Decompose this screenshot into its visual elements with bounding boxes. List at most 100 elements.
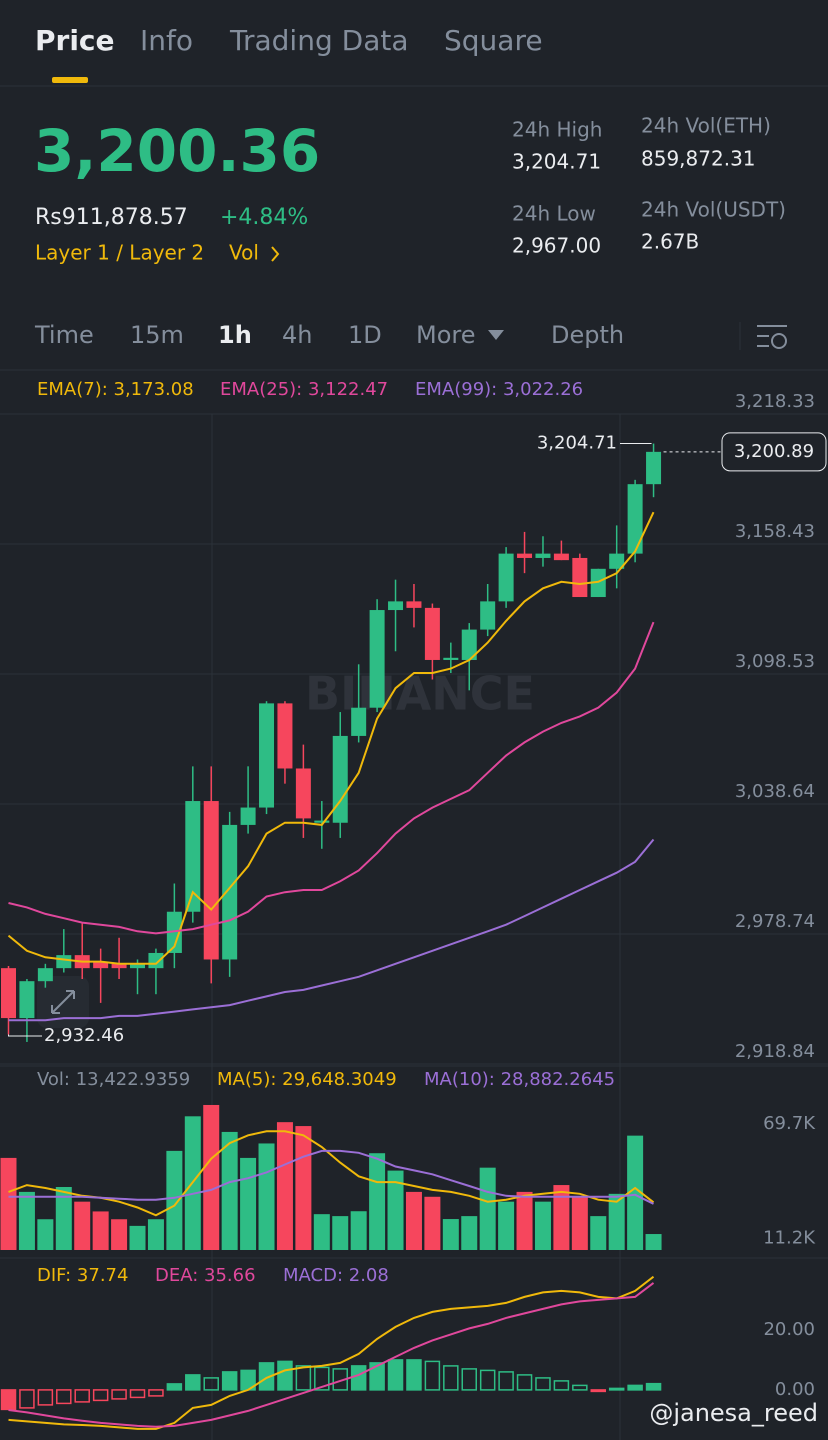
change: +4.84% (220, 205, 308, 230)
volume-bar (74, 1201, 91, 1250)
macd-bar (479, 1369, 496, 1391)
macd-bar (295, 1365, 312, 1391)
macd-bar (406, 1359, 422, 1391)
macd-bar (221, 1371, 238, 1391)
chevron (271, 246, 280, 262)
tab[interactable]: Info (140, 24, 193, 57)
stat-value: 2,967.00 (512, 234, 601, 258)
candle-body (93, 961, 109, 969)
macd-line (8, 1282, 655, 1428)
candle-body (130, 963, 146, 969)
volume-bar (0, 1157, 17, 1250)
ma-line (8, 1130, 655, 1217)
tag[interactable]: Layer 1 / Layer 2 (35, 241, 204, 265)
macd-bar (37, 1389, 54, 1406)
interval[interactable]: Time (34, 321, 94, 349)
last-price-label: 3,200.89 (734, 441, 814, 462)
y-tick-label: 3,218.33 (735, 391, 815, 412)
legend-entry: DEA: 35.66 (155, 1265, 256, 1286)
watermark: BINANCE (305, 667, 535, 721)
candle-body (314, 820, 330, 823)
candle-body (535, 553, 551, 558)
volume-bar (166, 1150, 183, 1250)
stat-label: 24h Vol(USDT) (641, 198, 786, 222)
interval[interactable]: 1h (218, 321, 252, 349)
volume-bar (534, 1201, 551, 1250)
candle-body (461, 629, 477, 660)
macd-bar (74, 1389, 90, 1403)
stat-value: 2.67B (641, 230, 699, 254)
tab[interactable]: Trading Data (229, 24, 409, 57)
volume-bar (405, 1191, 422, 1250)
volume-bar (92, 1211, 109, 1250)
volume-bar (221, 1131, 238, 1250)
settings-icon[interactable] (757, 325, 787, 349)
macd-bar (516, 1374, 533, 1391)
legend-entry: Vol: 13,422.9359 (37, 1069, 190, 1090)
macd-bar (387, 1359, 404, 1391)
tag[interactable]: Vol (229, 241, 259, 265)
tab[interactable]: Square (444, 24, 543, 57)
expand-icon (51, 990, 75, 1014)
macd-line (8, 1275, 655, 1430)
candle-body (1, 968, 16, 1019)
fiat-price: Rs911,878.57 (35, 205, 188, 230)
volume-bar (18, 1191, 35, 1250)
volume-bar (479, 1167, 496, 1250)
volume-bar (350, 1211, 367, 1250)
macd-bar (590, 1389, 607, 1393)
interval[interactable]: 15m (130, 321, 184, 349)
tab[interactable]: Price (35, 24, 115, 57)
macd-bar (350, 1365, 367, 1391)
macd-bar (0, 1389, 17, 1411)
y-tick-label: 3,038.64 (735, 781, 815, 802)
candle-body (259, 703, 275, 808)
macd-bar (92, 1389, 109, 1402)
candle-body (332, 735, 348, 823)
legend-entry: MA(5): 29,648.3049 (217, 1069, 397, 1090)
macd-bar (424, 1360, 441, 1391)
stat-label: 24h High (512, 118, 602, 142)
interval[interactable]: 1D (348, 321, 382, 349)
interval[interactable]: More (416, 321, 476, 349)
interval[interactable]: Depth (551, 321, 624, 349)
volume-bar (645, 1234, 662, 1250)
legend-entry: EMA(25): 3,122.47 (220, 379, 388, 400)
candle-body (148, 952, 164, 969)
credit: @janesa_reed (649, 1399, 818, 1427)
candle-body (277, 703, 293, 769)
volume-bar (590, 1216, 607, 1250)
candle-body (56, 955, 72, 969)
volume-bar (203, 1104, 220, 1250)
volume-bar (627, 1135, 644, 1250)
volume-bar (276, 1122, 293, 1250)
stat-value: 3,204.71 (512, 150, 601, 174)
volume-bar (424, 1196, 441, 1250)
y-tick-label: 69.7K (763, 1113, 816, 1134)
y-tick-label: 0.00 (775, 1379, 815, 1400)
candle-body (517, 553, 533, 558)
macd-bar (111, 1389, 127, 1400)
legend-entry: MA(10): 28,882.2645 (424, 1069, 615, 1090)
candle-body (185, 801, 201, 912)
volume-bar (369, 1153, 386, 1250)
macd-bar (314, 1366, 330, 1391)
macd-bar (56, 1389, 72, 1405)
candle-body (222, 824, 238, 960)
volume-bar (442, 1219, 459, 1250)
volume-bar (387, 1170, 404, 1250)
candle-body (240, 807, 256, 825)
last-price-box (721, 432, 827, 472)
candle-body (19, 981, 35, 1019)
interval[interactable]: 4h (282, 321, 312, 349)
macd-bar (553, 1380, 570, 1391)
macd-bar (369, 1362, 385, 1391)
y-tick-label: 3,098.53 (735, 651, 815, 672)
candle-body (37, 968, 53, 982)
volume-bar (258, 1143, 275, 1250)
y-tick-label: 11.2K (763, 1227, 816, 1248)
candle-body (406, 601, 422, 608)
candle-body (609, 553, 625, 569)
volume-bar (37, 1219, 54, 1250)
